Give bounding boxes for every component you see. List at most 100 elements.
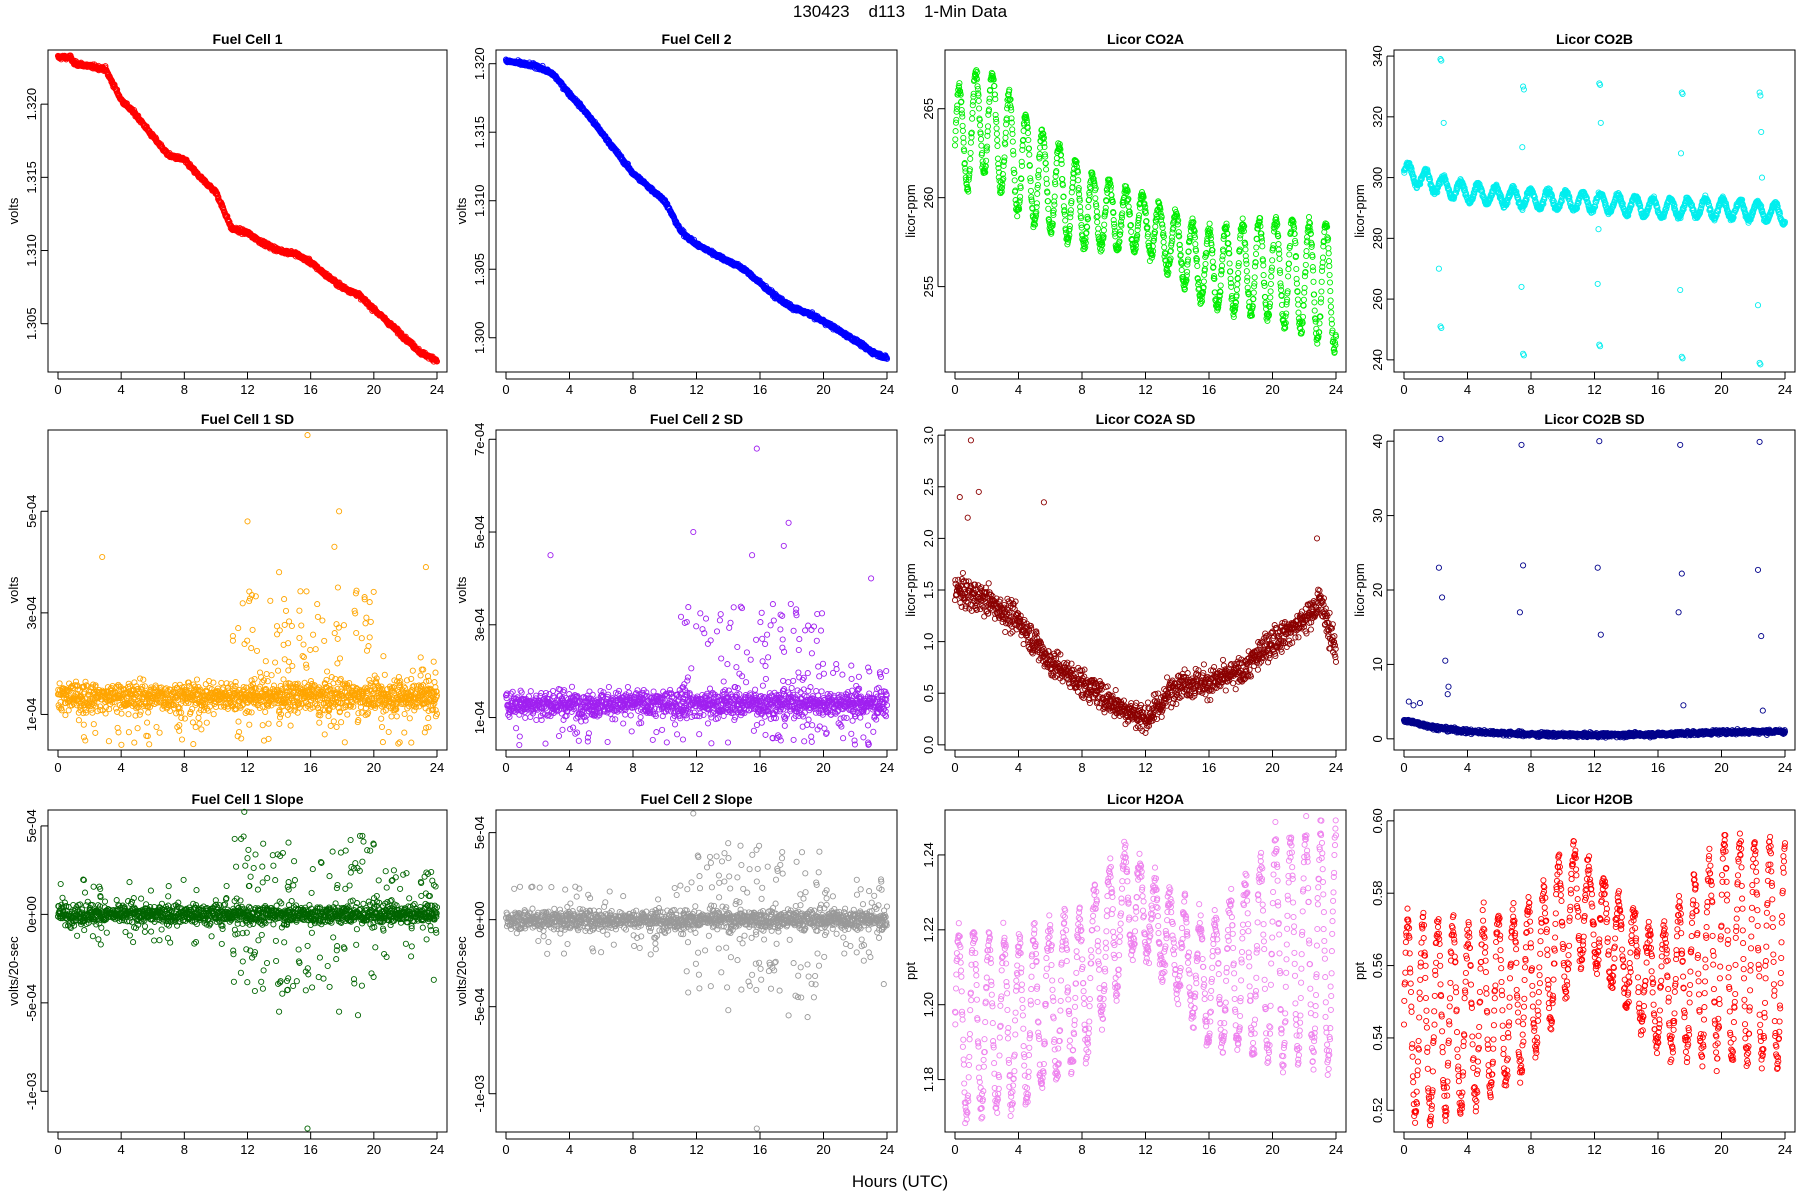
x-tick-label: 8	[181, 382, 188, 397]
y-tick-label: 260	[921, 187, 936, 209]
data-point	[975, 97, 982, 104]
data-point	[969, 109, 976, 117]
x-tick-label: 8	[181, 760, 188, 775]
data-point	[1293, 265, 1300, 273]
data-series	[54, 432, 441, 748]
data-point	[1160, 239, 1167, 246]
data-point	[1327, 303, 1334, 310]
panel-title: Licor CO2A	[1107, 31, 1184, 47]
data-point	[1250, 289, 1257, 296]
data-point	[1276, 255, 1283, 262]
y-tick-label: 1.320	[24, 88, 39, 121]
data-point	[433, 358, 441, 365]
x-tick-label: 4	[118, 760, 125, 775]
data-point	[1027, 187, 1034, 194]
data-point	[969, 115, 976, 122]
data-point	[1318, 288, 1325, 295]
data-point	[1239, 215, 1246, 222]
panel-title: Fuel Cell 1	[212, 31, 282, 47]
y-tick-label: 1.300	[472, 321, 487, 354]
data-point	[1314, 340, 1321, 347]
data-point	[1303, 248, 1310, 255]
x-tick-label: 0	[951, 382, 958, 397]
x-tick-label: 8	[1078, 382, 1085, 397]
data-point	[1435, 265, 1442, 272]
data-point	[1326, 263, 1333, 270]
data-point	[959, 122, 966, 129]
data-point	[102, 63, 109, 70]
data-point	[1242, 246, 1249, 253]
data-point	[1262, 294, 1269, 301]
data-point	[1267, 294, 1274, 301]
data-point	[991, 82, 998, 90]
data-point	[1161, 244, 1168, 251]
data-point	[1294, 296, 1301, 303]
data-point	[1092, 195, 1099, 202]
data-point	[1518, 283, 1525, 290]
x-tick-label: 0	[1400, 382, 1407, 397]
y-tick-label: 340	[1370, 45, 1385, 67]
y-tick-label: 320	[1370, 106, 1385, 128]
y-tick-label: 1.305	[24, 307, 39, 340]
data-point	[1310, 278, 1317, 285]
data-point	[1044, 198, 1052, 205]
x-tick-label: 24	[430, 382, 444, 397]
data-point	[1101, 221, 1108, 228]
data-point	[1253, 244, 1260, 251]
data-point	[56, 680, 63, 687]
data-point	[984, 123, 992, 130]
data-point	[1295, 309, 1302, 316]
data-point	[1252, 250, 1260, 258]
y-axis-label: volts	[6, 197, 21, 224]
y-tick-label: 1e-04	[24, 698, 39, 731]
data-point	[1305, 214, 1313, 221]
x-tick-label: 16	[1651, 382, 1665, 397]
x-tick-label: 4	[566, 382, 573, 397]
data-point	[1268, 273, 1275, 280]
data-point	[1243, 268, 1250, 275]
data-point	[1017, 193, 1024, 200]
data-point	[967, 155, 974, 162]
data-point	[1095, 225, 1102, 232]
data-point	[1053, 160, 1060, 167]
data-point	[1206, 220, 1213, 227]
data-point	[1303, 252, 1310, 260]
x-tick-label: 20	[367, 382, 381, 397]
y-axis-label: volts	[6, 576, 21, 603]
x-tick-label: 12	[1587, 382, 1601, 397]
data-series	[1400, 56, 1789, 368]
y-axis-label: licor-ppm	[903, 184, 918, 237]
y-tick-label: 1.320	[472, 47, 487, 80]
y-axis-label: licor-ppm	[1352, 184, 1367, 237]
x-tick-label: 4	[118, 382, 125, 397]
data-point	[951, 142, 959, 149]
data-series	[951, 67, 1340, 356]
data-point	[986, 95, 993, 102]
data-point	[1520, 86, 1527, 93]
x-tick-label: 8	[1527, 382, 1534, 397]
data-point	[1244, 274, 1251, 281]
data-point	[977, 122, 984, 129]
data-point	[1128, 228, 1135, 235]
data-point	[1045, 205, 1052, 212]
data-point	[1011, 177, 1018, 184]
x-tick-label: 24	[880, 382, 894, 397]
data-point	[1234, 281, 1241, 288]
data-point	[1300, 296, 1307, 303]
data-point	[967, 139, 974, 146]
figure-title: 130423 d113 1-Min Data	[792, 2, 1008, 21]
y-tick-label: 1.315	[472, 116, 487, 149]
data-point	[1285, 266, 1292, 273]
x-tick-label: 20	[367, 760, 381, 775]
y-tick-label: 300	[1370, 167, 1385, 189]
data-point	[994, 142, 1001, 150]
data-point	[959, 113, 966, 120]
data-point	[1194, 262, 1201, 270]
data-point	[1269, 257, 1276, 264]
data-point	[959, 127, 966, 134]
data-point	[1270, 241, 1277, 249]
data-point	[1159, 224, 1166, 231]
